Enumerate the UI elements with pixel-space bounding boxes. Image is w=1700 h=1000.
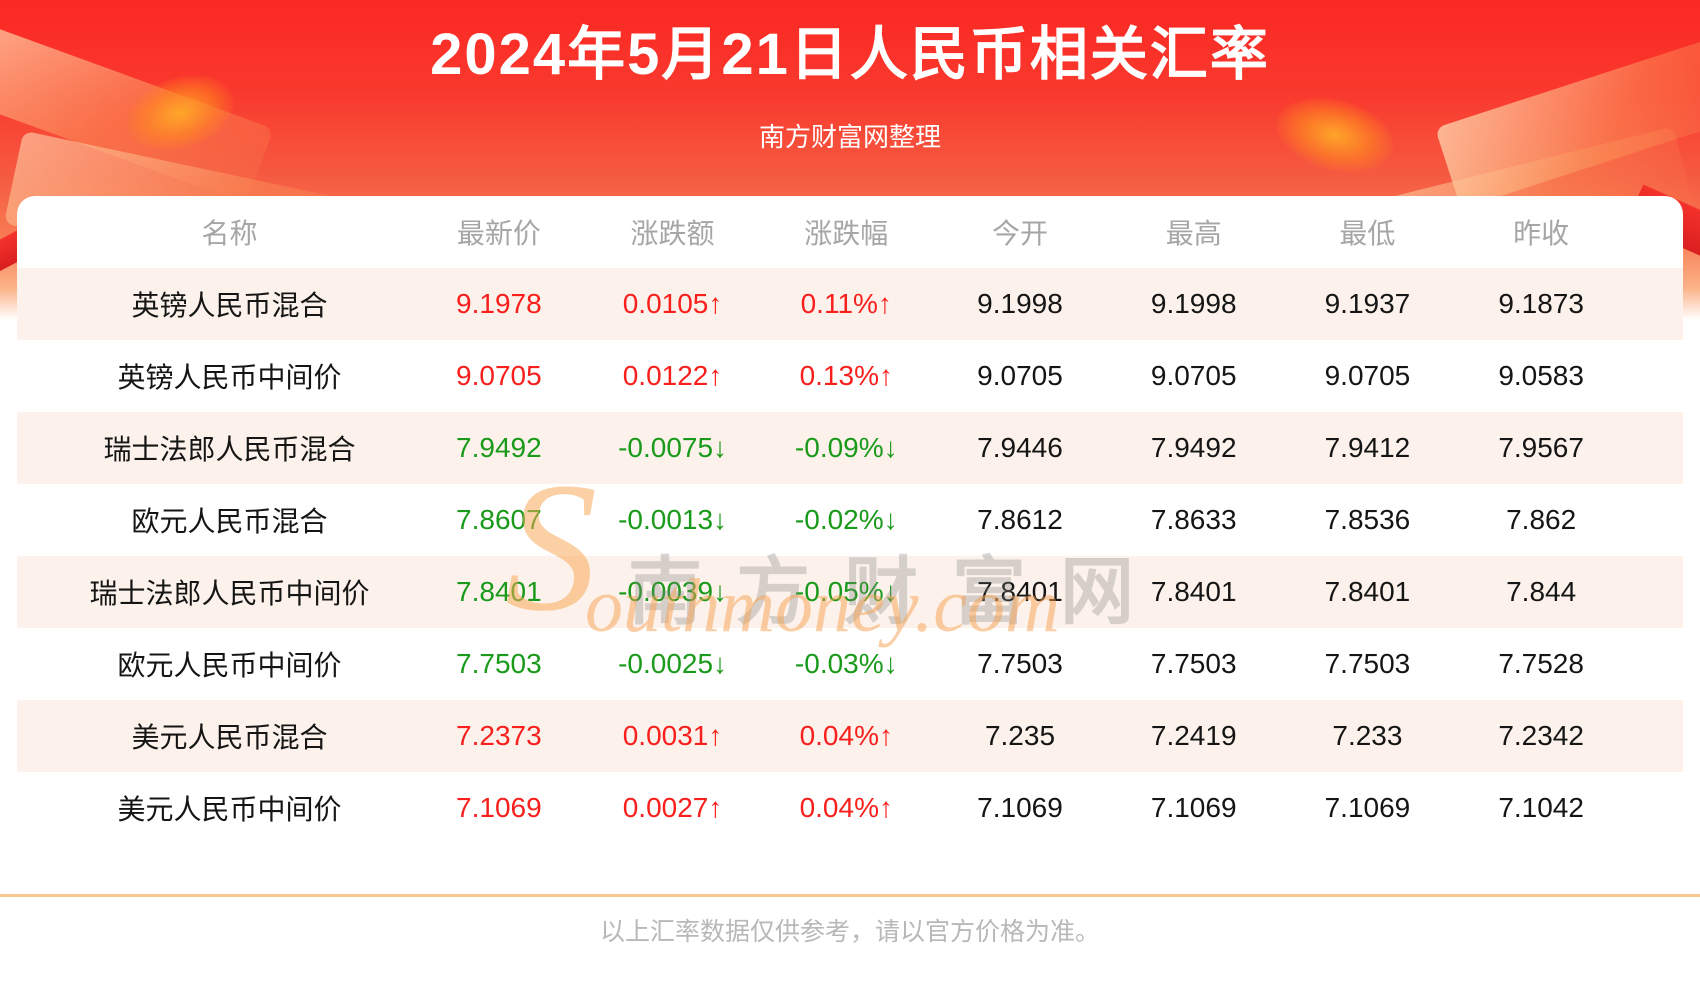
cell-open: 7.1069 [977, 792, 1063, 823]
table-row: 欧元人民币中间价 7.7503 -0.0025↓ -0.03%↓ 7.7503 7.750… [17, 628, 1683, 700]
page-title: 2024年5月21日人民币相关汇率 [430, 22, 1270, 87]
cell-low: 7.8401 [1324, 576, 1411, 607]
table-header-row: 名称 最新价 涨跌额 涨跌幅 今开 最高 最低 昨收 [17, 196, 1683, 268]
table-row: 英镑人民币中间价 9.0705 0.0122↑ 0.13%↑ 9.0705 9.0705 9… [17, 340, 1683, 412]
cell-prev-close: 9.0583 [1498, 360, 1584, 391]
cell-open: 9.0705 [977, 360, 1063, 391]
cell-open: 9.1998 [977, 288, 1063, 319]
column-header-high: 最高 [1165, 218, 1222, 249]
cell-open: 7.9446 [977, 432, 1063, 463]
cell-high: 7.9492 [1150, 432, 1237, 463]
cell-change: 0.0122↑ [622, 360, 723, 391]
cell-open: 7.8612 [977, 504, 1063, 535]
cell-change-pct: -0.05%↓ [794, 576, 898, 607]
column-header-name: 名称 [201, 218, 258, 249]
cell-change: -0.0075↓ [618, 432, 728, 463]
cell-high: 7.1069 [1150, 792, 1237, 823]
page-subtitle: 南方财富网整理 [758, 121, 941, 152]
table-row: 美元人民币中间价 7.1069 0.0027↑ 0.04%↑ 7.1069 7.1069 7… [17, 772, 1683, 844]
cell-name: 英镑人民币中间价 [117, 362, 342, 393]
cell-change: 0.0105↑ [622, 288, 723, 319]
cell-low: 7.9412 [1324, 432, 1411, 463]
exchange-rates-table: 名称 最新价 涨跌额 涨跌幅 今开 最高 最低 昨收 英镑人民币混合 9.1978… [17, 196, 1683, 844]
cell-latest: 9.0705 [456, 360, 542, 391]
cell-latest: 7.8607 [456, 504, 542, 535]
cell-low: 7.1069 [1324, 792, 1411, 823]
cell-open: 7.7503 [977, 648, 1063, 679]
cell-change-pct: 0.04%↑ [799, 792, 893, 823]
cell-prev-close: 7.2342 [1498, 720, 1584, 751]
cell-high: 9.0705 [1150, 360, 1237, 391]
cell-change-pct: 0.04%↑ [799, 720, 893, 751]
cell-change-pct: 0.11%↑ [800, 288, 892, 319]
cell-name: 欧元人民币混合 [131, 506, 328, 537]
cell-low: 9.0705 [1324, 360, 1411, 391]
cell-prev-close: 9.1873 [1498, 288, 1584, 319]
cell-change: -0.0039↓ [618, 576, 728, 607]
column-header-change: 涨跌额 [630, 218, 715, 249]
cell-change-pct: -0.02%↓ [794, 504, 898, 535]
cell-prev-close: 7.7528 [1498, 648, 1584, 679]
footer-divider [0, 894, 1700, 897]
table-row: 瑞士法郎人民币混合 7.9492 -0.0075↓ -0.09%↓ 7.9446 7.94… [17, 412, 1683, 484]
cell-name: 欧元人民币中间价 [117, 650, 342, 681]
cell-latest: 7.7503 [456, 648, 542, 679]
table-row: 美元人民币混合 7.2373 0.0031↑ 0.04%↑ 7.235 7.2419 7.2… [17, 700, 1683, 772]
cell-latest: 7.9492 [456, 432, 542, 463]
cell-latest: 7.8401 [456, 576, 542, 607]
cell-high: 9.1998 [1150, 288, 1237, 319]
cell-name: 美元人民币混合 [131, 722, 328, 753]
cell-open: 7.235 [984, 720, 1056, 751]
cell-change: -0.0025↓ [618, 648, 728, 679]
disclaimer-text: 以上汇率数据仅供参考，请以官方价格为准。 [599, 918, 1100, 946]
cell-high: 7.2419 [1150, 720, 1237, 751]
cell-name: 瑞士法郎人民币混合 [103, 434, 356, 465]
cell-change-pct: -0.09%↓ [794, 432, 898, 463]
cell-low: 7.7503 [1324, 648, 1411, 679]
cell-prev-close: 7.844 [1506, 576, 1577, 607]
cell-name: 美元人民币中间价 [117, 794, 342, 825]
column-header-latest: 最新价 [456, 218, 541, 249]
column-header-low: 最低 [1339, 218, 1396, 249]
cell-prev-close: 7.9567 [1498, 432, 1584, 463]
cell-high: 7.8401 [1150, 576, 1237, 607]
cell-name: 英镑人民币混合 [131, 290, 328, 321]
cell-prev-close: 7.1042 [1498, 792, 1584, 823]
table-row: 英镑人民币混合 9.1978 0.0105↑ 0.11%↑ 9.1998 9.1998 9.… [17, 268, 1683, 340]
column-header-open: 今开 [991, 218, 1048, 249]
cell-low: 9.1937 [1324, 288, 1411, 319]
table-body: 英镑人民币混合 9.1978 0.0105↑ 0.11%↑ 9.1998 9.1998 9.… [17, 268, 1683, 844]
cell-latest: 7.1069 [456, 792, 542, 823]
column-header-prev-close: 昨收 [1513, 218, 1570, 249]
cell-change: 0.0031↑ [622, 720, 723, 751]
table-row: 欧元人民币混合 7.8607 -0.0013↓ -0.02%↓ 7.8612 7.8633… [17, 484, 1683, 556]
cell-low: 7.233 [1332, 720, 1403, 751]
cell-open: 7.8401 [977, 576, 1063, 607]
cell-change: -0.0013↓ [618, 504, 728, 535]
cell-latest: 7.2373 [456, 720, 542, 751]
cell-change: 0.0027↑ [622, 792, 723, 823]
table-row: 瑞士法郎人民币中间价 7.8401 -0.0039↓ -0.05%↓ 7.8401 7.8… [17, 556, 1683, 628]
cell-high: 7.7503 [1150, 648, 1237, 679]
column-header-change-pct: 涨跌幅 [804, 218, 889, 249]
cell-change-pct: -0.03%↓ [794, 648, 898, 679]
cell-high: 7.8633 [1150, 504, 1237, 535]
cell-name: 瑞士法郎人民币中间价 [89, 578, 370, 609]
cell-latest: 9.1978 [456, 288, 542, 319]
cell-change-pct: 0.13%↑ [799, 360, 893, 391]
cell-prev-close: 7.862 [1506, 504, 1577, 535]
cell-low: 7.8536 [1324, 504, 1411, 535]
